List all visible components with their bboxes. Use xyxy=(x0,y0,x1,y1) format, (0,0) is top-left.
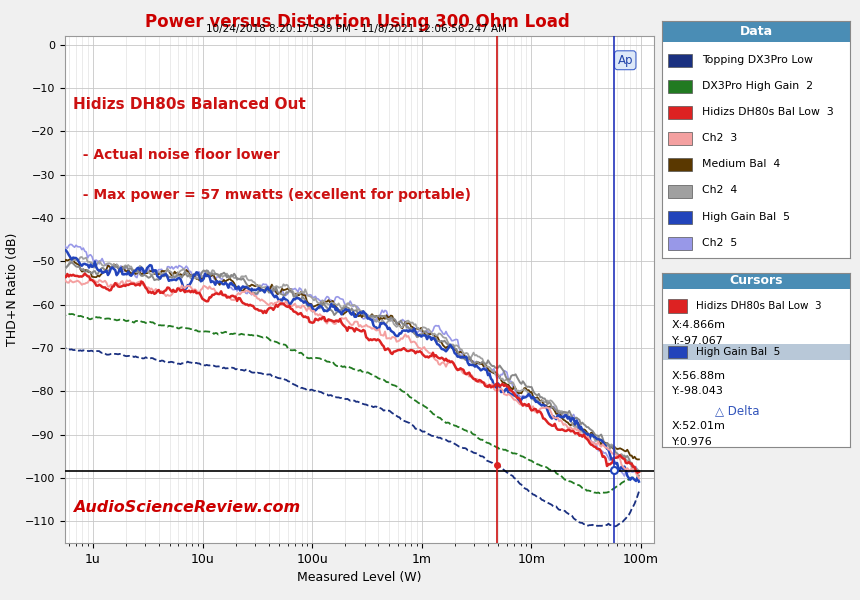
Text: Cursors: Cursors xyxy=(729,274,783,287)
Text: Y:0.976: Y:0.976 xyxy=(672,437,712,447)
Text: Medium Bal  4: Medium Bal 4 xyxy=(702,160,780,169)
Text: High Gain Bal  5: High Gain Bal 5 xyxy=(696,347,780,357)
Text: Y:-98.043: Y:-98.043 xyxy=(672,386,723,397)
Text: - Max power = 57 mwatts (excellent for portable): - Max power = 57 mwatts (excellent for p… xyxy=(73,188,471,202)
Bar xyxy=(668,133,692,145)
Text: Ch2  4: Ch2 4 xyxy=(702,185,737,196)
Bar xyxy=(668,236,692,250)
Text: - Actual noise floor lower: - Actual noise floor lower xyxy=(73,148,280,161)
Text: X:52.01m: X:52.01m xyxy=(672,421,726,431)
Bar xyxy=(662,21,850,43)
Text: X:4.866m: X:4.866m xyxy=(672,320,726,330)
Bar xyxy=(668,299,686,313)
Bar xyxy=(662,273,850,289)
X-axis label: Measured Level (W): Measured Level (W) xyxy=(297,571,421,584)
Bar xyxy=(668,54,692,67)
Text: X:56.88m: X:56.88m xyxy=(672,371,726,380)
Text: Hidizs DH80s Balanced Out: Hidizs DH80s Balanced Out xyxy=(73,97,306,112)
Text: Ch2  5: Ch2 5 xyxy=(702,238,737,248)
Bar xyxy=(668,211,692,224)
Y-axis label: THD+N Ratio (dB): THD+N Ratio (dB) xyxy=(6,233,19,346)
Text: Ch2  3: Ch2 3 xyxy=(702,133,737,143)
Bar xyxy=(662,344,850,360)
Bar xyxy=(668,106,692,119)
Text: Hidizs DH80s Bal Low  3: Hidizs DH80s Bal Low 3 xyxy=(702,107,833,117)
Text: △ Delta: △ Delta xyxy=(715,404,759,417)
Text: Topping DX3Pro Low: Topping DX3Pro Low xyxy=(702,55,813,65)
Bar xyxy=(668,346,686,358)
Text: Hidizs DH80s Bal Low  3: Hidizs DH80s Bal Low 3 xyxy=(696,301,821,311)
Text: Power versus Distortion Using 300 Ohm Load: Power versus Distortion Using 300 Ohm Lo… xyxy=(144,13,569,31)
Text: AudioScienceReview.com: AudioScienceReview.com xyxy=(73,500,300,515)
Bar xyxy=(668,185,692,197)
Text: DX3Pro High Gain  2: DX3Pro High Gain 2 xyxy=(702,81,813,91)
Text: High Gain Bal  5: High Gain Bal 5 xyxy=(702,212,789,221)
Text: Ap: Ap xyxy=(617,54,633,67)
Text: 10/24/2018 8:20:17.539 PM - 11/8/2021 12:06:56.247 AM: 10/24/2018 8:20:17.539 PM - 11/8/2021 12… xyxy=(206,24,507,34)
Bar xyxy=(668,80,692,93)
Bar xyxy=(668,158,692,172)
Text: Data: Data xyxy=(740,25,772,38)
Text: Y:-97.067: Y:-97.067 xyxy=(672,336,723,346)
